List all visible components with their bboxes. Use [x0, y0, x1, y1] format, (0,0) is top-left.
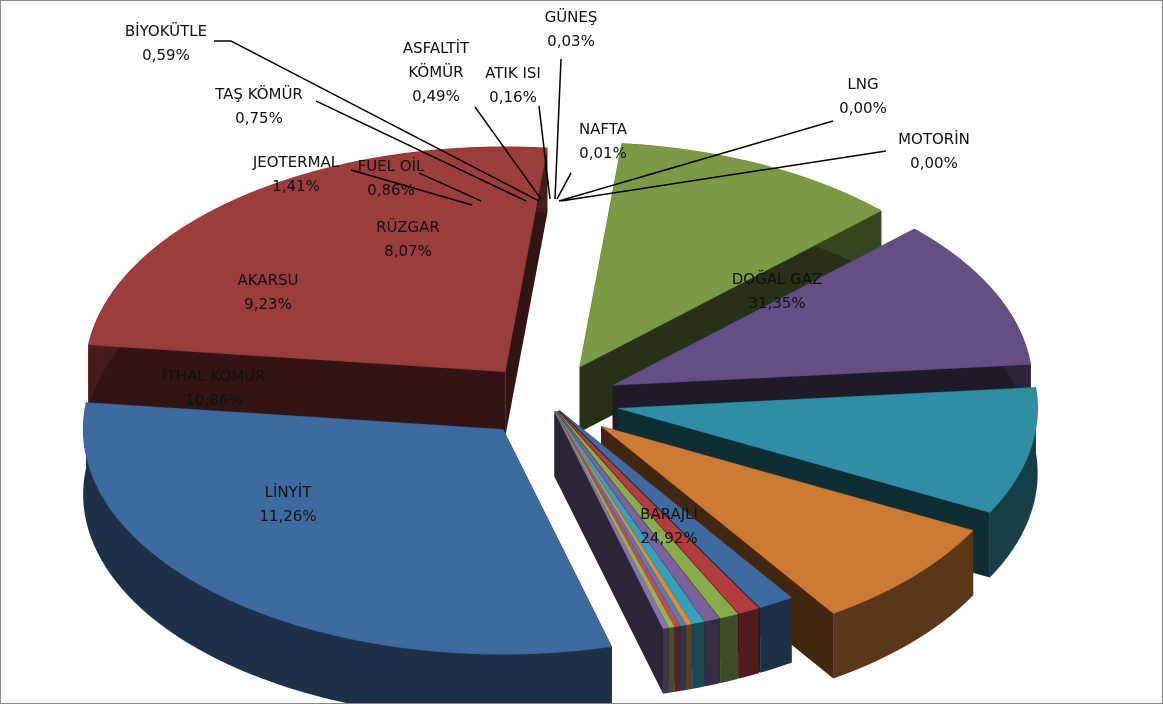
slice-category: ASFALTİT	[403, 38, 470, 57]
slice-value: 0,59%	[142, 46, 190, 64]
slice-category: BİYOKÜTLE	[125, 21, 207, 40]
slice-outer-wall	[704, 618, 720, 687]
slice-category: FUEL OİL	[358, 156, 425, 175]
slice-label: LNG 0,00%	[839, 75, 887, 117]
slice-label: ASFALTİT KÖMÜR 0,49%	[403, 38, 470, 105]
pie-slice	[579, 143, 882, 368]
leader-line	[418, 172, 482, 202]
slice-outer-wall	[720, 613, 738, 684]
slice-labels: DOĞAL GAZ 31,35% BARAJLI 24,92% LİNYİT 11,26%…	[125, 7, 970, 547]
slice-side-wall	[554, 411, 664, 694]
slice-value: 1,41%	[272, 177, 320, 195]
pie-slice	[82, 402, 613, 655]
slice-value: 0,00%	[839, 99, 887, 117]
slice-category: KÖMÜR	[408, 62, 463, 81]
slice-outer-wall	[686, 623, 692, 690]
slice-label: İTHAL KÖMÜR 10,86%	[162, 366, 265, 409]
slice-value: 0,16%	[489, 88, 537, 106]
slice-category: RÜZGAR	[376, 217, 440, 236]
slice-label: DOĞAL GAZ 31,35%	[732, 269, 823, 312]
slice-category: AKARSU	[237, 271, 298, 289]
leader-line	[560, 150, 887, 202]
pie-slice	[554, 411, 687, 627]
slice-outer-wall	[680, 624, 687, 691]
pie-slice	[600, 425, 974, 614]
slice-label: GÜNEŞ 0,03%	[545, 7, 598, 50]
slice-category: LİNYİT	[265, 482, 313, 501]
slice-value: 0,49%	[412, 87, 460, 105]
slice-value: 31,35%	[748, 294, 805, 312]
slice-label: MOTORİN 0,00%	[898, 129, 970, 172]
slice-outer-wall	[989, 387, 1038, 578]
slice-category: TAŞ KÖMÜR	[214, 84, 303, 103]
slice-label: BARAJLI 24,92%	[640, 505, 698, 547]
slice-category: ATIK ISI	[485, 64, 541, 82]
slice-category: BARAJLI	[640, 505, 698, 523]
slice-outer-wall	[760, 597, 792, 673]
slice-outer-wall	[663, 627, 669, 694]
slice-value: 9,23%	[244, 295, 292, 313]
slice-label: ATIK ISI 0,16%	[485, 64, 541, 106]
pie-slice	[87, 146, 548, 372]
slice-category: NAFTA	[579, 120, 628, 138]
slice-category: JEOTERMAL	[252, 153, 340, 171]
leader-line	[474, 106, 542, 200]
leader-line	[556, 172, 572, 200]
slice-category: İTHAL KÖMÜR	[162, 366, 265, 385]
pie-slice	[556, 410, 739, 619]
slice-label: RÜZGAR 8,07%	[376, 217, 440, 260]
slice-category: GÜNEŞ	[545, 7, 598, 26]
slice-outer-wall	[83, 402, 612, 703]
pie-slice	[555, 410, 705, 625]
slice-value: 0,01%	[579, 144, 627, 162]
leader-line	[538, 105, 551, 200]
pie-slice	[557, 410, 760, 614]
leader-line	[315, 100, 527, 202]
pie-slice	[559, 409, 793, 609]
slice-label: AKARSU 9,23%	[237, 271, 298, 313]
pie-slice	[554, 411, 681, 628]
pie-slice	[556, 410, 720, 622]
slice-value: 0,00%	[910, 154, 958, 172]
slice-outer-wall	[674, 625, 681, 692]
slice-value: 8,07%	[384, 242, 432, 260]
slice-value: 0,75%	[235, 109, 283, 127]
slice-category: DOĞAL GAZ	[732, 269, 823, 288]
leader-line	[558, 120, 834, 202]
leader-line	[214, 40, 540, 202]
slice-label: LİNYİT 11,26%	[259, 482, 316, 525]
slice-outer-wall	[668, 626, 675, 693]
slice-outer-wall	[692, 621, 705, 689]
slice-value: 10,86%	[185, 391, 242, 409]
slice-label: BİYOKÜTLE 0,59%	[125, 21, 207, 64]
slice-value: 11,26%	[259, 507, 316, 525]
slice-side-wall	[505, 147, 548, 437]
leader-line	[350, 169, 473, 206]
slice-label: JEOTERMAL 1,41%	[252, 153, 340, 195]
pie-slice	[554, 411, 670, 629]
slice-tops	[82, 143, 1038, 655]
slice-outer-wall	[738, 608, 759, 679]
pie-slice	[612, 228, 1032, 386]
pie-slice	[617, 387, 1038, 513]
slice-label: NAFTA 0,01%	[579, 120, 628, 162]
slice-category: LNG	[847, 75, 878, 93]
slice-label: FUEL OİL 0,86%	[358, 156, 425, 199]
leader-lines	[214, 40, 887, 206]
slice-category: MOTORİN	[898, 129, 970, 148]
pie-slice	[554, 411, 675, 629]
pie-slice	[555, 411, 693, 626]
slice-value: 0,86%	[367, 181, 415, 199]
slice-label: TAŞ KÖMÜR 0,75%	[214, 84, 303, 127]
slice-value: 24,92%	[640, 529, 697, 547]
leader-line	[554, 58, 562, 200]
slice-value: 0,03%	[547, 32, 595, 50]
slice-outer-wall	[833, 530, 974, 679]
